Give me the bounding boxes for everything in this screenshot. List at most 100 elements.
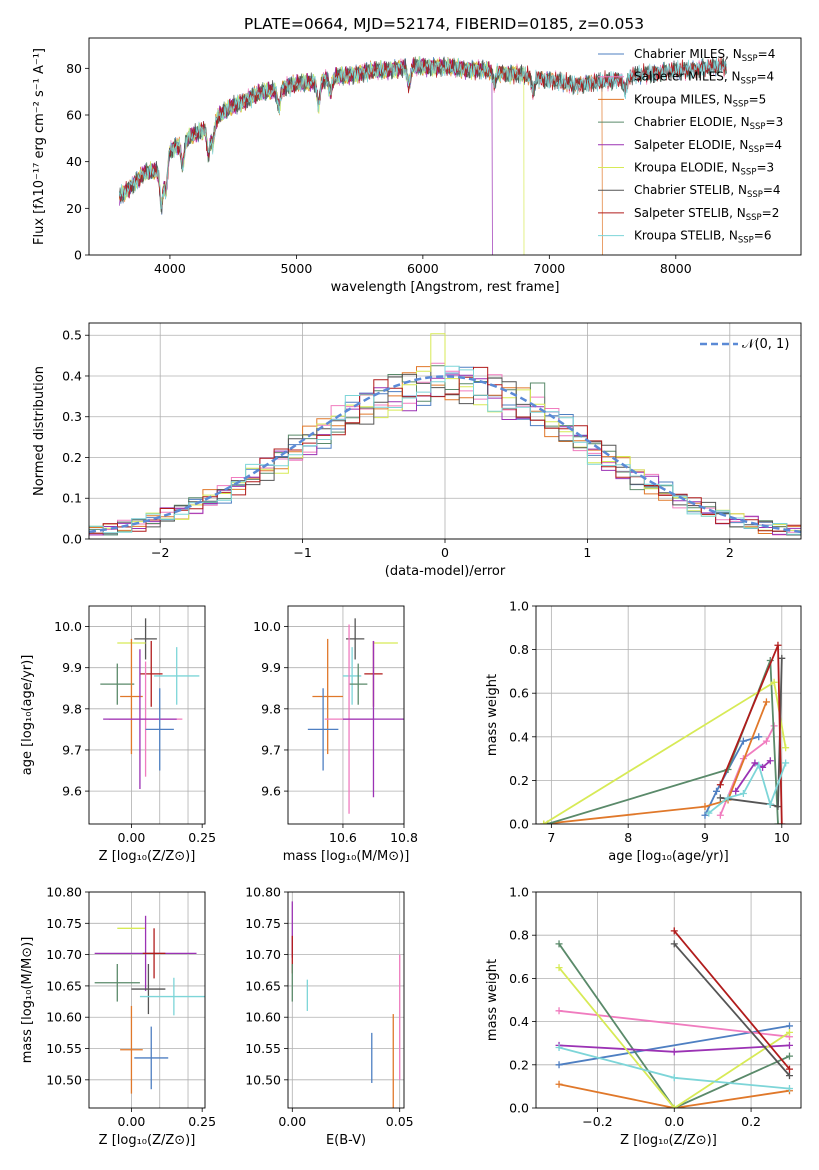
weight-marker xyxy=(670,1048,678,1056)
y-axis-label: mass [log₁₀(M/M⊙)] xyxy=(20,937,35,1064)
weight-marker xyxy=(774,803,782,811)
weight-marker xyxy=(555,1080,563,1088)
weight-line xyxy=(543,701,768,824)
weight-marker xyxy=(766,757,774,765)
y-tick-label: 9.6 xyxy=(62,784,82,799)
errorbar-point xyxy=(131,964,166,1015)
weight-marker xyxy=(755,733,763,741)
y-tick-label: 20 xyxy=(66,201,82,216)
x-tick-label: 5000 xyxy=(280,261,312,276)
y-tick-label: 10.0 xyxy=(253,619,281,634)
weight-marker xyxy=(555,964,563,972)
x-tick-label: 0.2 xyxy=(741,1114,761,1129)
errorbar-point xyxy=(342,640,404,798)
y-tick-label: 10.60 xyxy=(245,1010,281,1025)
lines-group xyxy=(540,641,790,824)
y-tick-label: 10.55 xyxy=(46,1041,82,1056)
weight-line xyxy=(673,943,791,1077)
axes-frame xyxy=(287,605,405,825)
weight-marker xyxy=(555,1044,563,1052)
y-tick-label: 9.6 xyxy=(261,784,281,799)
weight-marker xyxy=(785,1041,793,1049)
spectrum-lines xyxy=(119,55,727,255)
lines-group xyxy=(555,927,793,1108)
y-tick-label: 80 xyxy=(66,61,82,76)
x-tick-label: 8 xyxy=(624,830,632,845)
legend-label: Salpeter MILES, NSSP=4 xyxy=(634,70,774,87)
weight-marker xyxy=(739,789,747,797)
legend-label: Chabrier MILES, NSSP=4 xyxy=(634,47,775,64)
errorbar-point xyxy=(349,663,368,705)
weight-marker xyxy=(785,1052,793,1060)
y-tick-label: 9.9 xyxy=(62,660,82,675)
y-tick-label: 10.50 xyxy=(46,1072,82,1087)
y-tick-label: 0.0 xyxy=(509,817,529,832)
y-tick-label: 10.0 xyxy=(54,619,82,634)
y-axis-label: Normed distribution xyxy=(32,366,47,496)
weight-marker xyxy=(732,787,740,795)
weight-marker xyxy=(670,1074,678,1082)
y-tick-label: 0.4 xyxy=(62,368,82,383)
points-group xyxy=(100,618,200,790)
y-tick-label: 60 xyxy=(66,108,82,123)
weight-line xyxy=(673,930,791,1070)
legend-label: Chabrier STELIB, NSSP=4 xyxy=(634,183,781,200)
y-tick-label: 10.75 xyxy=(245,916,281,931)
errorbar-point xyxy=(120,638,143,755)
y-tick-label: 0.2 xyxy=(62,450,82,465)
y-tick-label: 0.4 xyxy=(509,1014,529,1029)
y-tick-label: 40 xyxy=(66,154,82,169)
x-tick-label: 0.25 xyxy=(188,1114,216,1129)
y-tick-label: 0.0 xyxy=(509,1101,529,1116)
weight-marker xyxy=(555,1007,563,1015)
y-tick-label: 10.70 xyxy=(46,947,82,962)
x-axis-label: age [log₁₀(age/yr)] xyxy=(608,849,729,864)
y-tick-label: 0.2 xyxy=(509,1057,529,1072)
y-tick-label: 10.65 xyxy=(46,978,82,993)
y-tick-label: 9.8 xyxy=(261,701,281,716)
weight-marker xyxy=(778,654,786,662)
points-group xyxy=(94,915,205,1094)
y-tick-label: 0.5 xyxy=(62,328,82,343)
x-tick-label: 0.0 xyxy=(664,1114,684,1129)
y-axis-label: mass weight xyxy=(485,674,500,756)
y-axis-label: mass weight xyxy=(485,959,500,1041)
y-axis-label: age [log₁₀(age/yr)] xyxy=(20,655,35,776)
y-tick-label: 10.75 xyxy=(46,916,82,931)
x-tick-label: 2 xyxy=(726,545,734,560)
x-axis-label: E(B-V) xyxy=(326,1133,366,1148)
weight-marker xyxy=(785,1028,793,1036)
x-tick-label: 10.8 xyxy=(390,830,418,845)
chart-age-vs-Z: 0.00 0.25 9.6 9.7 9.8 9.9 10.0 Z [log₁₀(Z/Z⊙)] a… xyxy=(20,605,216,864)
x-tick-label: 0.00 xyxy=(118,1114,146,1129)
weight-marker xyxy=(713,787,721,795)
hist-group xyxy=(89,333,801,536)
weight-marker xyxy=(785,1085,793,1093)
histogram-step xyxy=(89,365,801,536)
y-tick-label: 0.6 xyxy=(509,971,529,986)
weight-line xyxy=(558,1083,790,1108)
weight-marker xyxy=(716,794,724,802)
x-tick-label: −0.2 xyxy=(582,1114,612,1129)
chart-massweight-vs-age: 7 8 9 10 0.0 0.2 0.4 0.6 0.8 1.0 age [log₁₀(age/yr… xyxy=(485,599,802,864)
y-tick-label: 10.70 xyxy=(245,947,281,962)
errorbar-point xyxy=(100,663,135,705)
x-axis-label: wavelength [Angstrom, rest frame] xyxy=(331,280,560,295)
legend-label: 𝒩(0, 1) xyxy=(742,337,789,352)
chart-mass-vs-Z: 0.00 0.25 10.50 10.55 10.60 10.65 10.70 10.75 10… xyxy=(20,885,216,1149)
weight-marker xyxy=(755,761,763,769)
errorbar-point xyxy=(139,977,205,1016)
errorbar-point xyxy=(120,1005,143,1094)
errorbar-point xyxy=(134,1026,169,1090)
y-tick-label: 1.0 xyxy=(509,599,529,614)
y-tick-label: 0.3 xyxy=(62,409,82,424)
chart-mass-vs-ebv: 0.00 0.05 10.50 10.55 10.60 10.65 10.70 10.75 10… xyxy=(245,885,413,1149)
x-tick-label: 0 xyxy=(441,545,449,560)
y-tick-label: 10.65 xyxy=(245,978,281,993)
weight-marker xyxy=(705,809,713,817)
weight-marker xyxy=(670,927,678,935)
weight-marker xyxy=(762,698,770,706)
chart-spectrum: 4000 5000 6000 7000 8000 0 20 40 60 80 wavelength … xyxy=(32,37,802,295)
legend-label: Chabrier ELODIE, NSSP=3 xyxy=(634,115,783,132)
y-tick-label: 9.7 xyxy=(62,742,82,757)
